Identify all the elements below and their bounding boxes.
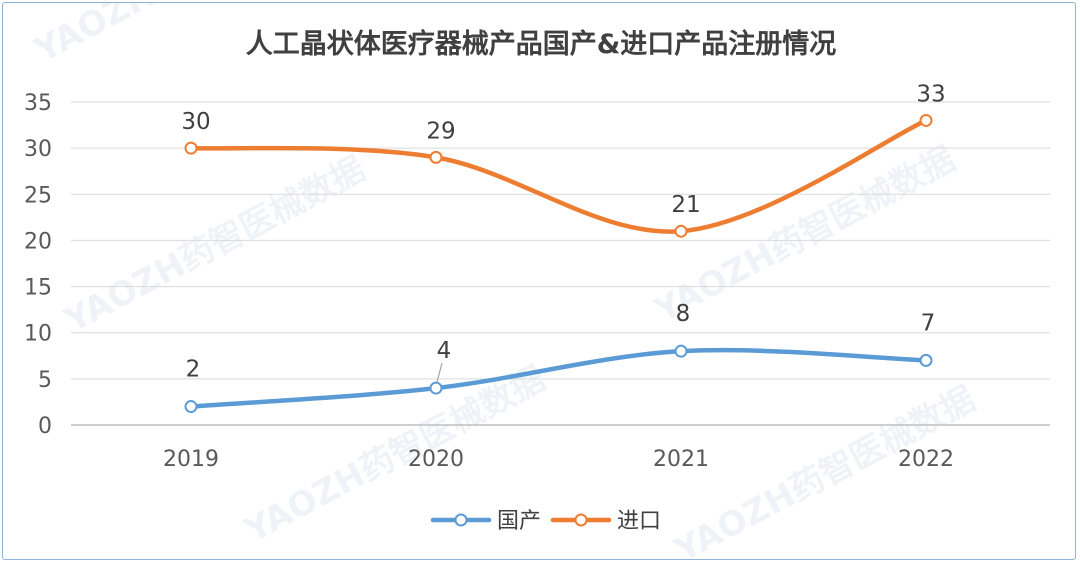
data-label-1-3: 33 [916,81,945,107]
y-tick-label: 30 [24,137,52,162]
data-point-1-1[interactable] [429,150,443,164]
y-tick-label: 35 [24,91,52,116]
legend[interactable]: 国产 进口 [430,509,661,534]
y-axis-ticks: 0 5 10 15 20 25 30 35 [24,91,52,439]
legend-marker-1[interactable] [574,513,588,527]
watermark-text: YAOZH药智医械数据 [58,149,372,341]
x-axis-ticks: 2019 2020 2021 2022 [163,447,954,472]
data-point-0-0[interactable] [184,400,198,414]
x-tick-label: 2020 [408,447,464,472]
data-labels: 2 4 8 7 30 29 21 33 [181,81,945,382]
chart-svg: YAOZH药智医械数据 YAOZH药智医械数据YAOZH药智医械数据YAOZH药智… [24,3,1050,561]
series-line-0 [188,347,929,409]
data-point-0-1[interactable] [429,381,443,395]
series-layer [184,113,933,414]
data-point-1-3[interactable] [919,113,933,127]
data-point-1-2[interactable] [674,224,688,238]
data-point-0-3[interactable] [919,353,933,367]
y-tick-label: 15 [24,276,52,301]
series-line-1 [188,118,929,234]
x-tick-label: 2019 [163,447,219,472]
chart-title: 人工晶状体医疗器械产品国产&进口产品注册情况 [246,28,837,60]
data-point-1-0[interactable] [184,141,198,155]
data-point-0-2[interactable] [674,344,688,358]
data-label-0-2: 8 [676,301,691,327]
data-label-0-1: 4 [437,338,452,364]
y-tick-label: 10 [24,322,52,347]
legend-label-1[interactable]: 进口 [617,509,661,534]
data-label-1-2: 21 [671,192,700,218]
x-tick-label: 2021 [653,447,709,472]
y-tick-label: 25 [24,183,52,208]
leader-line [436,362,443,383]
legend-marker-0[interactable] [454,513,468,527]
x-tick-label: 2022 [898,447,954,472]
y-tick-label: 20 [24,229,52,254]
legend-label-0[interactable]: 国产 [497,509,541,534]
data-label-0-3: 7 [921,310,936,336]
watermark-text: YAOZH药智医械数据 [648,139,962,331]
data-label-0-0: 2 [186,357,201,383]
data-label-1-1: 29 [426,118,455,144]
y-tick-label: 0 [38,414,52,439]
y-tick-label: 5 [38,368,52,393]
gridlines [71,101,1050,426]
data-label-1-0: 30 [181,109,210,135]
watermark-layer: YAOZH药智医械数据 YAOZH药智医械数据YAOZH药智医械数据YAOZH药智… [28,3,982,561]
